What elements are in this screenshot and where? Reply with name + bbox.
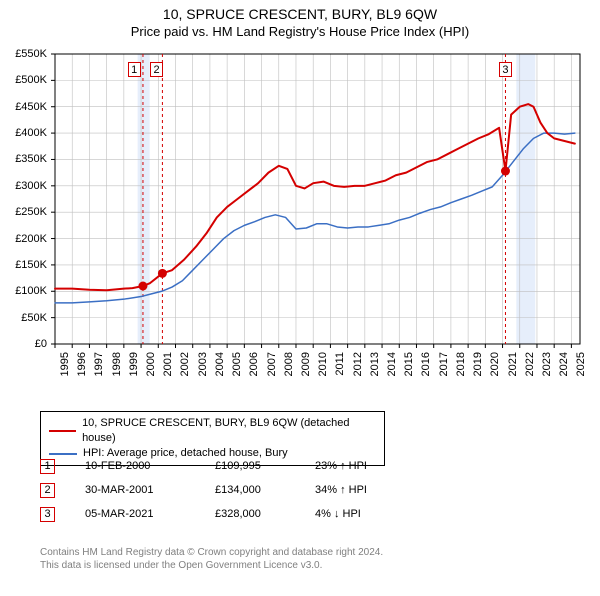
sale-price: £134,000 [215, 484, 315, 496]
x-tick-label: 2007 [266, 352, 278, 382]
x-tick-label: 2008 [283, 352, 295, 382]
x-tick-label: 2016 [420, 352, 432, 382]
x-tick-label: 2013 [369, 352, 381, 382]
plot-area [0, 6, 600, 349]
sale-row: 2 30-MAR-2001£134,00034% ↑ HPI [40, 478, 415, 502]
sale-pct: 34% ↑ HPI [315, 484, 415, 496]
x-tick-label: 1999 [128, 352, 140, 382]
legend-label-property: 10, SPRUCE CRESCENT, BURY, BL9 6QW (deta… [82, 416, 376, 446]
legend-swatch-red [49, 430, 76, 432]
y-tick-label: £0 [0, 338, 47, 350]
x-tick-label: 2010 [317, 352, 329, 382]
x-tick-label: 2023 [541, 352, 553, 382]
sale-number: 1 [40, 459, 55, 474]
sale-marker-3: 3 [499, 62, 512, 77]
x-tick-label: 2019 [472, 352, 484, 382]
y-tick-label: £400K [0, 127, 47, 139]
y-tick-label: £250K [0, 206, 47, 218]
y-tick-label: £50K [0, 312, 47, 324]
y-tick-label: £300K [0, 180, 47, 192]
footer-line1: Contains HM Land Registry data © Crown c… [40, 546, 383, 559]
y-tick-label: £100K [0, 285, 47, 297]
sale-price: £328,000 [215, 508, 315, 520]
sale-row: 3 05-MAR-2021£328,0004% ↓ HPI [40, 502, 415, 526]
sale-date: 10-FEB-2000 [85, 460, 215, 472]
x-tick-label: 2025 [575, 352, 587, 382]
x-tick-label: 1996 [76, 352, 88, 382]
x-tick-label: 2011 [334, 352, 346, 382]
x-tick-label: 2024 [558, 352, 570, 382]
x-tick-label: 2004 [214, 352, 226, 382]
sale-date: 05-MAR-2021 [85, 508, 215, 520]
footer: Contains HM Land Registry data © Crown c… [40, 546, 383, 572]
y-tick-label: £150K [0, 259, 47, 271]
x-tick-label: 2018 [455, 352, 467, 382]
legend-row-property: 10, SPRUCE CRESCENT, BURY, BL9 6QW (deta… [49, 416, 376, 446]
x-tick-label: 1997 [93, 352, 105, 382]
footer-line2: This data is licensed under the Open Gov… [40, 559, 383, 572]
sales-table: 1 10-FEB-2000£109,99523% ↑ HPI 2 30-MAR-200… [40, 454, 415, 526]
x-tick-label: 2020 [489, 352, 501, 382]
y-tick-label: £550K [0, 48, 47, 60]
x-tick-label: 2009 [300, 352, 312, 382]
y-tick-label: £350K [0, 153, 47, 165]
x-tick-label: 2014 [386, 352, 398, 382]
x-tick-label: 2022 [524, 352, 536, 382]
sale-price: £109,995 [215, 460, 315, 472]
x-tick-label: 2015 [403, 352, 415, 382]
sale-pct: 4% ↓ HPI [315, 508, 415, 520]
sale-marker-1: 1 [128, 62, 141, 77]
y-tick-label: £500K [0, 74, 47, 86]
y-tick-label: £200K [0, 233, 47, 245]
x-tick-label: 1998 [111, 352, 123, 382]
x-tick-label: 2021 [507, 352, 519, 382]
sale-marker-2: 2 [150, 62, 163, 77]
x-tick-label: 2006 [248, 352, 260, 382]
sale-number: 3 [40, 507, 55, 522]
x-tick-label: 2001 [162, 352, 174, 382]
sale-pct: 23% ↑ HPI [315, 460, 415, 472]
sale-number: 2 [40, 483, 55, 498]
x-tick-label: 2012 [352, 352, 364, 382]
x-tick-label: 2002 [179, 352, 191, 382]
x-tick-label: 1995 [59, 352, 71, 382]
y-tick-label: £450K [0, 101, 47, 113]
sale-date: 30-MAR-2001 [85, 484, 215, 496]
x-tick-label: 2017 [438, 352, 450, 382]
x-tick-label: 2003 [197, 352, 209, 382]
sale-row: 1 10-FEB-2000£109,99523% ↑ HPI [40, 454, 415, 478]
x-tick-label: 2000 [145, 352, 157, 382]
x-tick-label: 2005 [231, 352, 243, 382]
chart-root: 10, SPRUCE CRESCENT, BURY, BL9 6QW Price… [0, 6, 600, 596]
